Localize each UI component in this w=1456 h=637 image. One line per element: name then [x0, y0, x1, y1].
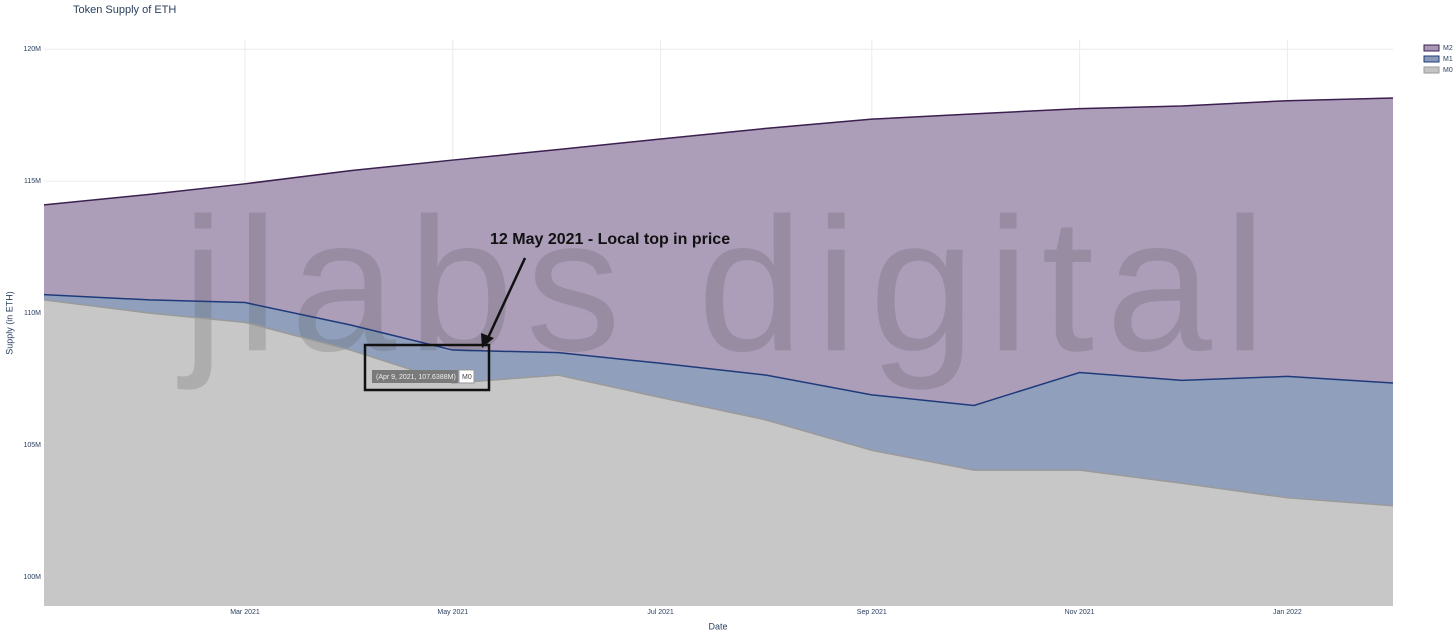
- legend-swatch: [1423, 66, 1440, 74]
- x-tick-label: Mar 2021: [230, 609, 260, 616]
- y-tick-label: 120M: [23, 46, 41, 53]
- y-tick-label: 110M: [24, 310, 41, 317]
- y-tick-label: 105M: [23, 442, 41, 449]
- legend: M2 M1 M0: [1423, 44, 1453, 74]
- y-axis-label: Supply (in ETH): [4, 291, 14, 355]
- x-tick-label: May 2021: [437, 609, 468, 616]
- legend-swatch: [1423, 55, 1440, 63]
- annotation-text: 12 May 2021 - Local top in price: [490, 231, 730, 248]
- x-tick-label: Jan 2022: [1273, 609, 1302, 616]
- watermark: jlabs digital: [177, 179, 1278, 391]
- annotation-box: [363, 343, 491, 392]
- tooltip: [372, 370, 458, 383]
- x-axis-label: Date: [708, 621, 727, 631]
- tooltip-tag: [458, 369, 475, 384]
- x-tick-label: Jul 2021: [647, 609, 674, 616]
- series-line: [43, 293, 1394, 407]
- x-tick-label: Sep 2021: [857, 609, 887, 616]
- series-line: [43, 97, 1394, 206]
- areas: [44, 98, 1393, 606]
- tooltip-text: (Apr 9, 2021, 107.6388M): [376, 374, 456, 381]
- area-fill: [44, 98, 1393, 406]
- chart-title: Token Supply of ETH: [73, 4, 176, 16]
- legend-label: M2: [1443, 45, 1453, 52]
- x-tick-label: Nov 2021: [1065, 609, 1095, 616]
- series-line: [43, 299, 1394, 507]
- legend-swatch: [1423, 44, 1440, 52]
- lines: [43, 97, 1394, 507]
- y-tick-label: 100M: [23, 574, 41, 581]
- annotation-arrow: [485, 257, 527, 341]
- legend-label: M1: [1443, 56, 1453, 63]
- area-fill: [44, 294, 1393, 506]
- tooltip-series: M0: [462, 374, 472, 381]
- annotation: 12 May 2021 - Local top in price (Apr 9,…: [363, 231, 730, 392]
- legend-label: M0: [1443, 67, 1453, 74]
- y-tick-label: 115M: [24, 178, 41, 185]
